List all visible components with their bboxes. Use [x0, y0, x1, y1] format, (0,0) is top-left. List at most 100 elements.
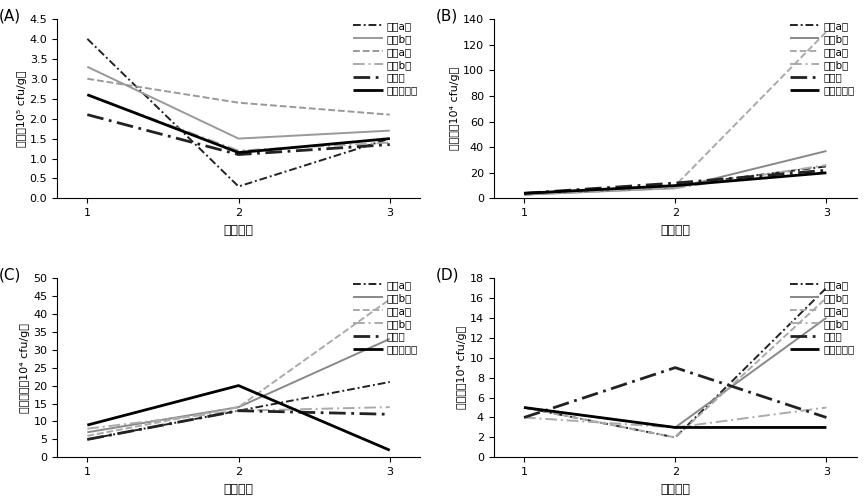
防疼b组: [82, 64, 93, 70]
防疼a组: [519, 405, 529, 411]
空白对照组: [670, 182, 681, 188]
空白对照组: [234, 150, 244, 156]
防疼b组: [385, 128, 395, 134]
Line: 染病组: 染病组: [87, 411, 390, 439]
治疼b组: [234, 408, 244, 414]
染病组: [519, 191, 529, 197]
防疼a组: [82, 36, 93, 42]
治疼b组: [385, 404, 395, 410]
X-axis label: 采样批次: 采样批次: [660, 224, 690, 237]
治疼a组: [821, 29, 831, 35]
防疼b组: [82, 429, 93, 435]
Line: 治疼b组: 治疼b组: [87, 407, 390, 429]
治疼b组: [82, 92, 93, 98]
治疼a组: [234, 100, 244, 106]
染病组: [234, 152, 244, 158]
染病组: [821, 167, 831, 173]
染病组: [519, 414, 529, 420]
治疼a组: [82, 76, 93, 82]
Legend: 防疼a组, 防疼b组, 治疼a组, 治疼b组, 染病组, 空白对照组: 防疼a组, 防疼b组, 治疼a组, 治疼b组, 染病组, 空白对照组: [790, 21, 855, 96]
Line: 防疼a组: 防疼a组: [87, 39, 390, 186]
Text: (B): (B): [436, 8, 458, 23]
染病组: [670, 180, 681, 186]
治疼a组: [670, 434, 681, 440]
Legend: 防疼a组, 防疼b组, 治疼a组, 治疼b组, 染病组, 空白对照组: 防疼a组, 防疼b组, 治疼a组, 治疼b组, 染病组, 空白对照组: [353, 280, 418, 354]
防疼a组: [234, 183, 244, 190]
防疼a组: [82, 436, 93, 443]
Line: 防疼a组: 防疼a组: [524, 166, 826, 195]
X-axis label: 采样批次: 采样批次: [660, 483, 690, 495]
染病组: [82, 436, 93, 443]
防疼b组: [234, 404, 244, 410]
治疼a组: [385, 112, 395, 118]
Line: 治疼b组: 治疼b组: [524, 408, 826, 427]
Text: (A): (A): [0, 8, 21, 23]
Line: 染病组: 染病组: [524, 170, 826, 194]
Legend: 防疼a组, 防疼b组, 治疼a组, 治疼b组, 染病组, 空白对照组: 防疼a组, 防疼b组, 治疼a组, 治疼b组, 染病组, 空白对照组: [790, 280, 855, 354]
治疼b组: [821, 405, 831, 411]
治疼a组: [82, 433, 93, 439]
防疼a组: [670, 434, 681, 440]
X-axis label: 采样批次: 采样批次: [223, 224, 253, 237]
防疼b组: [670, 185, 681, 191]
治疼b组: [385, 140, 395, 146]
染病组: [821, 414, 831, 420]
空白对照组: [82, 92, 93, 98]
空白对照组: [670, 424, 681, 430]
空白对照组: [82, 422, 93, 428]
X-axis label: 采样批次: 采样批次: [223, 483, 253, 495]
治疼b组: [519, 192, 529, 198]
Legend: 防疼a组, 防疼b组, 治疼a组, 治疼b组, 染病组, 空白对照组: 防疼a组, 防疼b组, 治疼a组, 治疼b组, 染病组, 空白对照组: [353, 21, 418, 96]
Y-axis label: 氮化细菌（10⁴ cfu/g）: 氮化细菌（10⁴ cfu/g）: [21, 323, 30, 413]
空白对照组: [234, 383, 244, 389]
治疼a组: [385, 296, 395, 302]
防疼a组: [385, 379, 395, 385]
Line: 空白对照组: 空白对照组: [524, 408, 826, 427]
Y-axis label: 放线菌（10⁴ cfu/g）: 放线菌（10⁴ cfu/g）: [450, 67, 460, 150]
染病组: [385, 142, 395, 148]
Line: 治疼a组: 治疼a组: [524, 298, 826, 437]
治疼b组: [519, 414, 529, 420]
防疼a组: [234, 408, 244, 414]
Line: 防疼a组: 防疼a组: [524, 288, 826, 437]
Y-axis label: 细菌（10⁵ cfu/g）: 细菌（10⁵ cfu/g）: [16, 71, 27, 147]
染病组: [234, 408, 244, 414]
防疼a组: [821, 285, 831, 291]
染病组: [385, 411, 395, 417]
防疼b组: [385, 336, 395, 342]
防疼b组: [234, 136, 244, 142]
空白对照组: [385, 136, 395, 142]
空白对照组: [519, 405, 529, 411]
治疼a组: [821, 295, 831, 301]
防疼a组: [821, 163, 831, 169]
Text: (D): (D): [436, 267, 459, 282]
治疼b组: [234, 148, 244, 154]
Line: 空白对照组: 空白对照组: [524, 173, 826, 194]
Line: 空白对照组: 空白对照组: [87, 386, 390, 450]
Line: 防疼a组: 防疼a组: [87, 382, 390, 439]
Line: 防疼b组: 防疼b组: [524, 318, 826, 427]
Y-axis label: 固氮菌（10⁴ cfu/g）: 固氮菌（10⁴ cfu/g）: [457, 326, 467, 409]
防疼b组: [821, 148, 831, 154]
空白对照组: [519, 191, 529, 197]
防疼a组: [385, 136, 395, 142]
防疼a组: [519, 192, 529, 198]
治疼b组: [821, 162, 831, 168]
Line: 治疼a组: 治疼a组: [87, 299, 390, 436]
Line: 治疼a组: 治疼a组: [87, 79, 390, 115]
Text: (C): (C): [0, 267, 22, 282]
治疼a组: [670, 182, 681, 188]
防疼b组: [821, 314, 831, 321]
防疼b组: [519, 405, 529, 411]
Line: 防疼b组: 防疼b组: [524, 151, 826, 195]
Line: 染病组: 染病组: [87, 115, 390, 155]
治疼b组: [670, 185, 681, 191]
空白对照组: [821, 170, 831, 176]
Line: 空白对照组: 空白对照组: [87, 95, 390, 153]
Line: 防疼b组: 防疼b组: [87, 339, 390, 432]
防疼a组: [670, 182, 681, 188]
Line: 防疼b组: 防疼b组: [87, 67, 390, 139]
治疼a组: [234, 404, 244, 410]
Line: 治疼b组: 治疼b组: [524, 165, 826, 195]
Line: 染病组: 染病组: [524, 367, 826, 417]
